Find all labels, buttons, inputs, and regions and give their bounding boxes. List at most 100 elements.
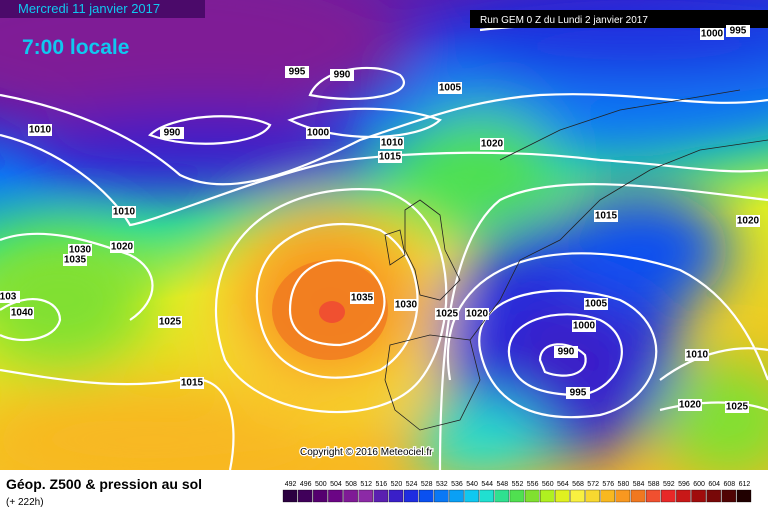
- isobar-label: 1020: [481, 139, 504, 150]
- label-bg: [685, 349, 709, 361]
- scale-swatch: [282, 489, 298, 503]
- scale-swatch: [706, 489, 721, 503]
- scale-swatch: [721, 489, 737, 503]
- label-bg: [10, 307, 34, 319]
- isobar-label: 1025: [159, 317, 182, 328]
- isobar-label: 1015: [379, 152, 402, 163]
- scale-label: 492: [285, 481, 297, 488]
- label-bg: [112, 206, 136, 218]
- label-bg: [68, 244, 92, 256]
- label-bg: [584, 298, 608, 310]
- date-box: [0, 0, 205, 18]
- isobar-label: 1000: [701, 29, 724, 40]
- isobar-label: 1040: [11, 308, 34, 319]
- label-bg: [736, 215, 760, 227]
- scale-swatch: [358, 489, 373, 503]
- scale-label: 576: [602, 481, 614, 488]
- label-bg: [394, 299, 418, 311]
- label-bg: [572, 320, 596, 332]
- label-bg: [554, 346, 578, 358]
- scale-swatch: [615, 489, 631, 503]
- scale-swatch: [661, 489, 676, 503]
- isobar-label: 1025: [436, 309, 459, 320]
- isobar-label: 990: [558, 347, 575, 358]
- scale-label: 524: [406, 481, 418, 488]
- scale-label: 512: [360, 481, 372, 488]
- isobar-label: 1010: [686, 350, 709, 361]
- label-bg: [435, 308, 459, 320]
- copyright: Copyright © 2016 Meteociel.fr: [300, 447, 433, 458]
- scale-label: 552: [512, 481, 524, 488]
- isobar-label: 995: [289, 67, 306, 78]
- scale-label: 532: [436, 481, 448, 488]
- scale-swatch: [373, 489, 389, 503]
- isobar-label: 1030: [395, 300, 418, 311]
- scale-swatch: [434, 489, 449, 503]
- isobar-label: 103: [0, 292, 17, 303]
- scale-swatch: [676, 489, 691, 503]
- scale-label: 540: [466, 481, 478, 488]
- scale-swatch: [509, 489, 525, 503]
- scale-label: 584: [633, 481, 645, 488]
- label-bg: [726, 25, 750, 37]
- scale-swatch: [691, 489, 706, 503]
- label-bg: [465, 308, 489, 320]
- label-bg: [725, 401, 749, 413]
- map-date: Mercredi 11 janvier 2017: [18, 1, 160, 16]
- scale-label: 516: [375, 481, 387, 488]
- label-bg: [63, 254, 87, 266]
- label-bg: [480, 138, 504, 150]
- scale-swatch: [449, 489, 464, 503]
- isobar-label: 1010: [113, 207, 136, 218]
- isobar-label: 1025: [726, 402, 749, 413]
- scale-label: 612: [739, 481, 751, 488]
- isobar-label: 990: [334, 70, 351, 81]
- label-bg: [594, 210, 618, 222]
- scale-label: 580: [618, 481, 630, 488]
- isobars: [0, 18, 768, 470]
- isobar-label: 1005: [585, 299, 608, 310]
- scale-swatch: [388, 489, 404, 503]
- isobar-label: 1020: [679, 400, 702, 411]
- isobar-label: 1010: [381, 138, 404, 149]
- scale-label: 592: [663, 481, 675, 488]
- map-field: [0, 0, 768, 470]
- label-bg: [306, 127, 330, 139]
- scale-swatch: [494, 489, 510, 503]
- scale-swatch: [555, 489, 570, 503]
- label-bg: [160, 127, 184, 139]
- scale-swatch: [328, 489, 343, 503]
- scale-label: 496: [300, 481, 312, 488]
- scale-swatch: [343, 489, 358, 503]
- scale-label: 536: [451, 481, 463, 488]
- isobar-label: 1035: [351, 293, 374, 304]
- scale-label: 588: [648, 481, 660, 488]
- scale-swatch: [419, 489, 434, 503]
- isobar-label: 995: [730, 26, 747, 37]
- label-bg: [158, 316, 182, 328]
- scale-label: 556: [527, 481, 539, 488]
- scale-label: 504: [330, 481, 342, 488]
- label-bg: [678, 399, 702, 411]
- label-bg: [28, 124, 52, 136]
- isobar-label: 1000: [307, 128, 330, 139]
- legend-lead: (+ 222h): [6, 497, 44, 508]
- scale-swatch: [540, 489, 555, 503]
- scale-swatch: [645, 489, 661, 503]
- scale-swatch: [524, 489, 540, 503]
- isobar-label: 1000: [573, 321, 596, 332]
- isobar-label: 1020: [466, 309, 489, 320]
- scale-label: 604: [708, 481, 720, 488]
- label-bg: [566, 387, 590, 399]
- scale-label: 600: [693, 481, 705, 488]
- label-bg: [110, 241, 134, 253]
- scale-label: 596: [678, 481, 690, 488]
- map-time: 7:00 locale: [22, 36, 129, 59]
- label-bg: [330, 69, 354, 81]
- scale-label: 528: [421, 481, 433, 488]
- scale-label: 568: [572, 481, 584, 488]
- scale-swatch: [403, 489, 419, 503]
- isobar-label: 1015: [181, 378, 204, 389]
- scale-label: 560: [542, 481, 554, 488]
